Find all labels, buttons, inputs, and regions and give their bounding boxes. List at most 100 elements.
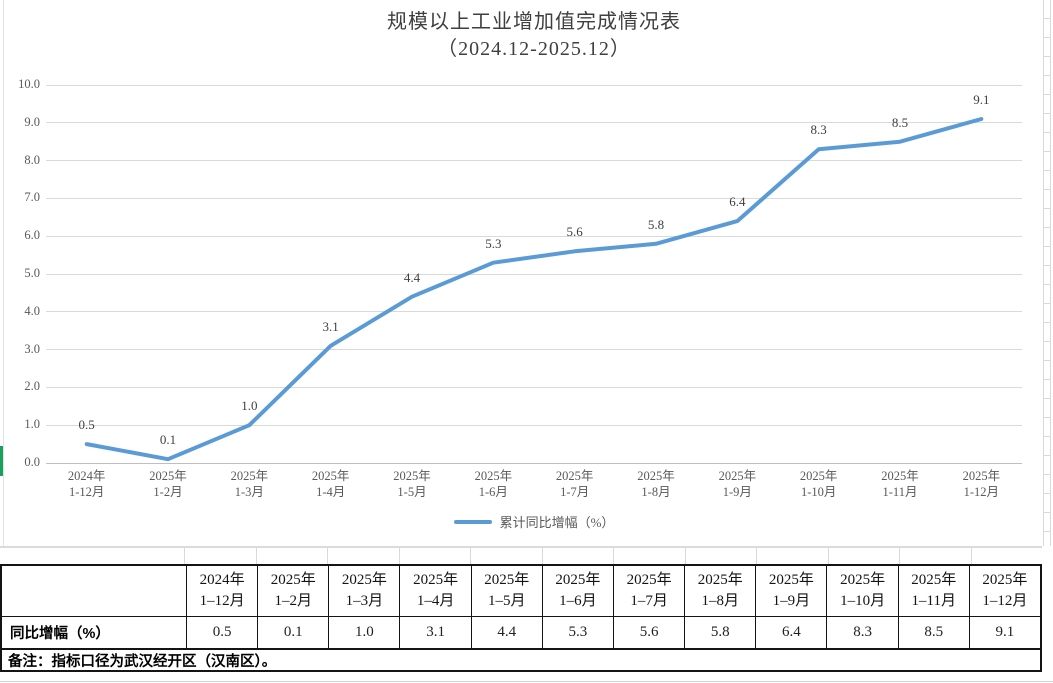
- chart-title-line2: （2024.12-2025.12）: [437, 38, 631, 60]
- x-label-months: 1-6月: [478, 485, 508, 499]
- x-label-year: 2025年: [149, 469, 187, 483]
- line-chart-object[interactable]: 规模以上工业增加值完成情况表 （2024.12-2025.12） 0.0 1.0 2…: [0, 0, 1042, 548]
- spreadsheet-cell[interactable]: [470, 548, 542, 564]
- table-header-cell[interactable]: 2025年 1–3月: [328, 566, 400, 617]
- sheet-row-edge-strip: [1043, 0, 1051, 546]
- spreadsheet-cell[interactable]: [255, 548, 328, 564]
- x-axis-tick-label: 2025年 1-10月: [773, 468, 865, 500]
- table-header-cell[interactable]: 2025年 1–4月: [399, 566, 471, 617]
- x-axis-tick-label: 2025年 1-4月: [285, 468, 377, 500]
- spreadsheet-cell[interactable]: [827, 548, 900, 564]
- x-axis-tick-label: 2025年 1-2月: [122, 468, 214, 500]
- x-label-year: 2025年: [962, 469, 1001, 483]
- table-header-cell[interactable]: 2025年 1–12月: [968, 566, 1040, 617]
- x-label-months: 1-12月: [68, 485, 105, 499]
- table-header-cell[interactable]: 2025年 1–11月: [897, 566, 969, 617]
- x-axis-tick-label: 2025年 1-11月: [854, 468, 946, 500]
- y-axis-tick-label: 6.0: [24, 228, 40, 243]
- x-label-months: 1-2月: [153, 485, 183, 499]
- header-year: 2025年: [982, 572, 1028, 588]
- table-header-cell[interactable]: 2025年 1–5月: [470, 566, 542, 617]
- gridline: [46, 386, 1022, 388]
- note-cell[interactable]: 备注：指标口径为武汉经开区（汉南区）。: [0, 650, 1042, 672]
- spreadsheet-cell[interactable]: [327, 548, 399, 564]
- header-months: 1–10月: [840, 593, 886, 609]
- table-header-cell[interactable]: 2025年 1–7月: [612, 566, 685, 617]
- sheet-selection-marker: [0, 446, 3, 476]
- spreadsheet-cell[interactable]: [684, 548, 757, 564]
- x-axis-tick-label: 2025年 1-9月: [691, 468, 783, 500]
- x-label-months: 1-9月: [722, 485, 752, 499]
- table-header-cell[interactable]: 2025年 1–6月: [541, 566, 613, 617]
- table-value-cell[interactable]: 1.0: [328, 617, 399, 648]
- table-value-cell[interactable]: 0.5: [186, 617, 257, 648]
- header-year: 2025年: [840, 572, 886, 588]
- x-axis-tick-label: 2025年 1-3月: [203, 468, 295, 500]
- x-label-months: 1-8月: [641, 485, 671, 499]
- spreadsheet-empty-row: [0, 548, 1042, 564]
- y-axis-tick-label: 9.0: [24, 114, 40, 129]
- header-year: 2025年: [341, 572, 387, 588]
- header-months: 1–3月: [345, 593, 384, 609]
- table-header-cell[interactable]: 2025年 1–10月: [826, 566, 898, 617]
- header-months: 1–12月: [982, 593, 1028, 609]
- spreadsheet-cell[interactable]: [184, 548, 256, 564]
- header-months: 1–5月: [487, 593, 526, 609]
- table-value-cell[interactable]: 6.4: [755, 617, 826, 648]
- table-corner-cell[interactable]: [2, 566, 186, 617]
- header-year: 2025年: [626, 572, 672, 588]
- data-point-label: 6.4: [729, 194, 746, 210]
- spreadsheet-cell[interactable]: [398, 548, 471, 564]
- x-label-year: 2025年: [555, 469, 594, 483]
- table-value-cell[interactable]: 5.3: [541, 617, 613, 648]
- gridline: [46, 160, 1022, 162]
- table-header-cell[interactable]: 2025年 1–2月: [257, 566, 329, 617]
- note-text: 备注：指标口径为武汉经开区（汉南区）。: [8, 653, 277, 670]
- table-value-cell[interactable]: 0.1: [257, 617, 328, 648]
- x-label-months: 1-7月: [560, 485, 590, 499]
- gridline: [46, 349, 1022, 351]
- spreadsheet-cell[interactable]: [613, 548, 685, 564]
- gridline: [46, 122, 1022, 124]
- spreadsheet-cell[interactable]: [899, 548, 971, 564]
- y-axis-tick-label: 7.0: [24, 190, 40, 205]
- table-value-cell[interactable]: 8.5: [897, 617, 969, 648]
- legend-line-swatch: [453, 519, 492, 524]
- x-label-year: 2025年: [230, 469, 269, 483]
- table-value-cell[interactable]: 8.3: [826, 617, 897, 648]
- header-months: 1–11月: [911, 593, 956, 609]
- data-table: 2024年 1–12月 2025年 1–2月 2025年 1–3月 2025年 1–4月 202…: [0, 564, 1042, 650]
- table-header-cell[interactable]: 2024年 1–12月: [186, 566, 258, 617]
- trend-line-svg: [84, 117, 984, 462]
- table-header-cell[interactable]: 2025年 1–8月: [684, 566, 756, 617]
- table-header-cell[interactable]: 2025年 1–9月: [755, 566, 827, 617]
- header-year: 2025年: [555, 572, 601, 588]
- x-axis-tick-label: 2025年 1-5月: [366, 468, 458, 500]
- data-point-label: 8.5: [891, 114, 909, 130]
- y-axis-tick-label: 0.0: [24, 455, 40, 469]
- x-label-months: 1-4月: [316, 485, 346, 499]
- gridline: [46, 84, 1022, 86]
- table-value-cell[interactable]: 5.8: [684, 617, 755, 648]
- table-value-cell[interactable]: 3.1: [399, 617, 470, 648]
- x-axis-tick-label: 2025年 1-7月: [529, 468, 621, 500]
- data-point-label: 1.0: [241, 398, 258, 414]
- spreadsheet-cell[interactable]: [970, 548, 1043, 564]
- x-axis-tick-label: 2025年 1-8月: [610, 468, 702, 500]
- header-months: 1–9月: [772, 593, 811, 609]
- header-months: 1–8月: [701, 593, 739, 609]
- x-label-year: 2025年: [637, 469, 675, 483]
- table-row-label[interactable]: 同比增幅（%）: [10, 626, 110, 642]
- table-value-cell[interactable]: 9.1: [968, 617, 1040, 648]
- table-value-cell[interactable]: 5.6: [612, 617, 684, 648]
- data-point-label: 9.1: [973, 92, 990, 108]
- header-year: 2025年: [768, 572, 814, 588]
- spreadsheet-cell[interactable]: [0, 548, 184, 564]
- header-months: 1–2月: [274, 593, 312, 609]
- table-value-cell[interactable]: 4.4: [470, 617, 542, 648]
- spreadsheet-cell[interactable]: [756, 548, 828, 564]
- window-bottom-edge: [0, 681, 1053, 682]
- spreadsheet-cell[interactable]: [541, 548, 614, 564]
- x-label-year: 2025年: [799, 469, 838, 483]
